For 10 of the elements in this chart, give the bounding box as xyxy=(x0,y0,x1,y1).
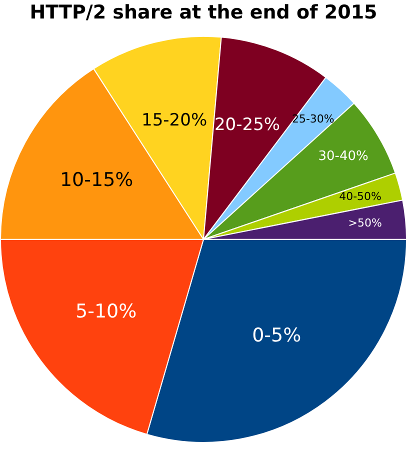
slice-label: 30-40% xyxy=(318,149,368,164)
slice-label: >50% xyxy=(348,216,382,230)
slice-label: 20-25% xyxy=(214,115,280,136)
slice-label: 25-30% xyxy=(292,112,334,126)
chart-title: HTTP/2 share at the end of 2015 xyxy=(30,1,378,24)
slice-label: 10-15% xyxy=(60,168,134,191)
slice-label: 0-5% xyxy=(252,324,302,347)
slice-label: 5-10% xyxy=(76,300,137,322)
slice-label: 40-50% xyxy=(339,190,382,203)
slice-label: 15-20% xyxy=(142,110,208,131)
